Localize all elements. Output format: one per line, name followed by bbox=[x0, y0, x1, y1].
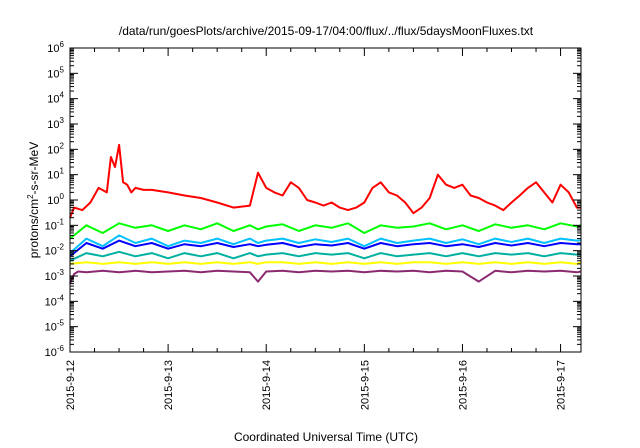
series-line-6 bbox=[69, 261, 582, 265]
y-tick-label: 10-6 bbox=[45, 344, 65, 359]
plot-frame bbox=[69, 47, 582, 353]
series-line-5 bbox=[69, 250, 581, 262]
y-tick-exp: 3 bbox=[60, 116, 65, 125]
y-tick-exp: -4 bbox=[57, 293, 65, 302]
series-line-4 bbox=[69, 239, 581, 258]
y-axis-label: protons/cm2-s-sr-MeV bbox=[26, 142, 41, 258]
series-line-2 bbox=[69, 222, 582, 240]
y-tick-base: 10 bbox=[47, 144, 59, 156]
y-tick-base: 10 bbox=[47, 170, 59, 182]
series-line-3 bbox=[69, 234, 582, 254]
y-tick-base: 10 bbox=[47, 94, 59, 106]
y-tick-base: 10 bbox=[45, 220, 57, 232]
y-tick-exp: 1 bbox=[60, 167, 65, 176]
y-tick-exp: 2 bbox=[60, 141, 65, 150]
y-tick-label: 10-3 bbox=[45, 268, 65, 283]
x-tick-label: 2015-9-14 bbox=[261, 360, 273, 410]
y-tick-label: 10-5 bbox=[45, 319, 65, 334]
y-tick-exp: -6 bbox=[57, 344, 65, 353]
x-tick-label: 2015-9-17 bbox=[556, 360, 568, 410]
y-tick-base: 10 bbox=[45, 246, 57, 258]
series-line-7 bbox=[69, 269, 582, 284]
x-axis-label: Coordinated Universal Time (UTC) bbox=[234, 430, 418, 444]
x-tick-label: 2015-9-12 bbox=[65, 360, 77, 410]
y-tick-exp: 6 bbox=[60, 40, 65, 49]
y-axis-label-base: protons/cm bbox=[27, 199, 41, 258]
axis-group: 10610510410310210110010-110-210-310-410-… bbox=[45, 40, 581, 410]
y-tick-base: 10 bbox=[45, 271, 57, 283]
y-tick-base: 10 bbox=[47, 119, 59, 131]
y-tick-label: 10-1 bbox=[45, 217, 65, 232]
y-tick-label: 106 bbox=[47, 40, 64, 55]
series-group bbox=[69, 143, 582, 284]
y-axis-label-rest: -s-sr-MeV bbox=[27, 142, 41, 195]
y-tick-exp: -1 bbox=[57, 217, 65, 226]
x-tick-label: 2015-9-15 bbox=[359, 360, 371, 410]
y-tick-base: 10 bbox=[47, 195, 59, 207]
y-tick-exp: 0 bbox=[60, 192, 65, 201]
y-tick-label: 10-2 bbox=[45, 243, 65, 258]
y-tick-base: 10 bbox=[45, 322, 57, 334]
y-tick-exp: -5 bbox=[57, 319, 65, 328]
y-tick-exp: -2 bbox=[57, 243, 65, 252]
y-tick-base: 10 bbox=[47, 43, 59, 55]
y-tick-exp: 4 bbox=[60, 91, 65, 100]
y-tick-label: 10-4 bbox=[45, 293, 65, 308]
x-tick-label: 2015-9-16 bbox=[457, 360, 469, 410]
y-tick-exp: 5 bbox=[60, 65, 65, 74]
x-tick-label: 2015-9-13 bbox=[163, 360, 175, 410]
y-tick-label: 105 bbox=[47, 65, 64, 80]
y-tick-base: 10 bbox=[47, 68, 59, 80]
chart-title: /data/run/goesPlots/archive/2015-09-17/0… bbox=[119, 24, 534, 38]
y-tick-label: 100 bbox=[47, 192, 64, 207]
series-line-1 bbox=[69, 143, 581, 219]
y-tick-base: 10 bbox=[45, 296, 57, 308]
y-tick-label: 104 bbox=[47, 91, 64, 106]
y-tick-exp: -3 bbox=[57, 268, 65, 277]
y-axis-label-sup: 2 bbox=[26, 194, 35, 199]
y-tick-base: 10 bbox=[45, 347, 57, 359]
y-tick-label: 102 bbox=[47, 141, 64, 156]
y-tick-label: 103 bbox=[47, 116, 64, 131]
y-tick-label: 101 bbox=[47, 167, 64, 182]
